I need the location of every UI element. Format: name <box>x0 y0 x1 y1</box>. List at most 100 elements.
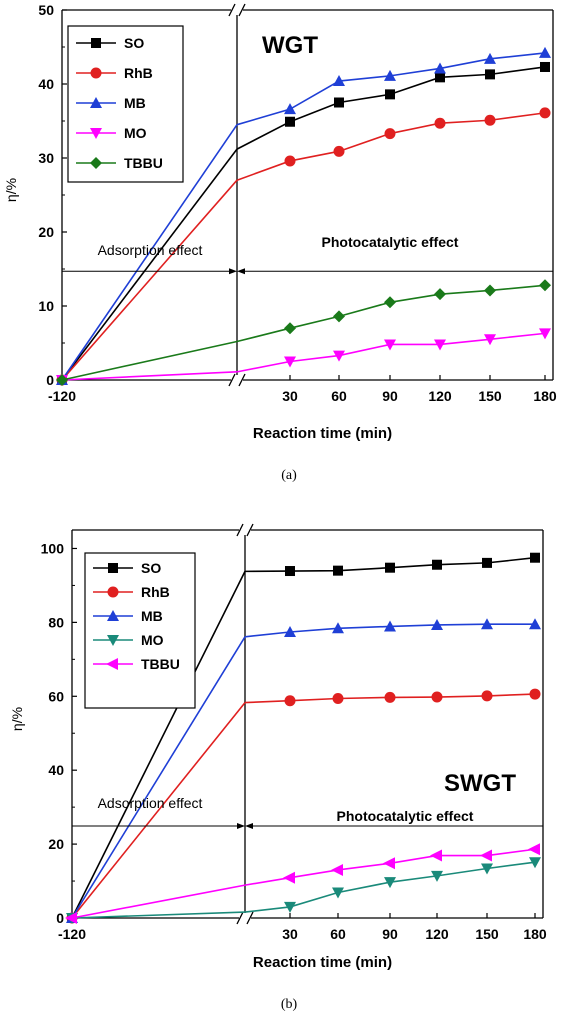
x-tick-label: 150 <box>475 926 499 942</box>
data-point <box>333 350 345 362</box>
panel-caption: (a) <box>281 468 297 483</box>
x-axis-label: Reaction time (min) <box>253 425 392 442</box>
series-line <box>236 332 546 373</box>
y-tick-label: 20 <box>48 836 64 852</box>
arrow-head <box>229 268 237 275</box>
data-point <box>384 128 396 140</box>
legend-swatch-marker <box>107 586 119 598</box>
series-mb <box>66 618 541 923</box>
legend-label: SO <box>124 35 144 51</box>
legend: SO RhB MB MO TBBU <box>67 25 184 183</box>
annotation-photocatalytic: Photocatalytic effect <box>337 808 474 824</box>
y-tick-label: 0 <box>46 372 54 388</box>
inset-title: SWGT <box>444 770 516 797</box>
data-point <box>529 618 541 630</box>
data-point <box>284 625 296 637</box>
data-point <box>332 622 344 634</box>
data-point <box>332 887 344 899</box>
data-point <box>383 857 395 870</box>
y-axis-label: η/% <box>9 707 25 731</box>
y-tick-label: 80 <box>48 614 64 630</box>
x-tick-label: 60 <box>330 926 346 942</box>
x-tick-label: 150 <box>478 388 502 404</box>
series-mo <box>56 328 551 386</box>
x-tick-label: 90 <box>382 926 398 942</box>
annotation-photocatalytic: Photocatalytic effect <box>322 234 459 250</box>
data-point <box>333 75 345 87</box>
arrow-head <box>245 822 253 829</box>
data-point <box>432 559 442 570</box>
data-point <box>285 566 295 577</box>
data-point <box>283 871 295 884</box>
axis-break-mark <box>228 3 236 17</box>
legend: SO RhB MB MO TBBU <box>84 552 196 709</box>
axis-break-mark <box>236 911 244 925</box>
data-point <box>482 557 492 568</box>
legend-swatch-marker <box>91 38 101 48</box>
series-adsorption-line <box>71 571 246 919</box>
y-tick-label: 20 <box>38 224 54 240</box>
data-point <box>385 562 395 573</box>
data-point <box>333 310 345 323</box>
data-point <box>481 863 493 875</box>
legend-swatch-marker <box>107 610 119 621</box>
legend-label: MO <box>124 125 147 141</box>
legend-box <box>67 25 184 183</box>
series-adsorption-line <box>61 371 238 381</box>
data-point <box>529 688 541 700</box>
data-point <box>384 69 396 81</box>
series-adsorption-line <box>71 702 246 919</box>
y-tick-label: 0 <box>56 910 64 926</box>
data-point <box>480 849 492 862</box>
legend-label: SO <box>141 560 161 576</box>
data-point <box>384 339 396 351</box>
x-tick-label: -120 <box>48 388 76 404</box>
annotation-adsorption: Adsorption effect <box>98 242 203 258</box>
legend-swatch-marker <box>107 635 119 646</box>
data-point <box>284 103 296 115</box>
axis-break-mark <box>228 373 236 387</box>
series-line <box>236 112 546 181</box>
legend-label: TBBU <box>141 656 180 672</box>
y-tick-label: 60 <box>48 688 64 704</box>
data-point <box>484 334 496 346</box>
chart-panel-b: 0 20 40 60 80 100 -120 30 60 90 120 150 180 Reaction … <box>9 523 547 1012</box>
data-point <box>431 618 443 630</box>
series-mb <box>56 46 551 385</box>
data-point-start <box>65 912 77 924</box>
legend-label: MB <box>124 95 146 111</box>
series-adsorption-line <box>61 340 238 381</box>
y-tick-label: 10 <box>38 298 54 314</box>
data-point <box>539 328 551 340</box>
legend-label: MO <box>141 632 164 648</box>
data-point <box>539 279 551 292</box>
data-point <box>285 116 295 127</box>
legend-box <box>84 552 196 709</box>
data-point <box>484 52 496 64</box>
data-point <box>385 89 395 100</box>
y-axis-label: η/% <box>3 178 19 202</box>
x-tick-label: 120 <box>425 926 449 942</box>
legend-label: TBBU <box>124 155 163 171</box>
data-point <box>539 107 551 119</box>
y-tick-label: 40 <box>38 76 54 92</box>
series-adsorption-line <box>71 911 246 919</box>
series-tbbu <box>56 279 551 386</box>
data-point <box>529 857 541 869</box>
data-point <box>434 288 446 301</box>
data-point <box>384 620 396 632</box>
y-tick-label: 100 <box>41 540 65 556</box>
data-point <box>384 691 396 703</box>
legend-swatch-marker <box>90 67 102 79</box>
x-tick-label: 180 <box>533 388 557 404</box>
data-point <box>484 284 496 297</box>
series-line <box>236 52 546 126</box>
chart-panel-a: 0 10 20 30 40 50 -120 30 60 90 120 150 180 Reaction t… <box>3 2 557 483</box>
data-point <box>484 114 496 126</box>
data-point <box>481 690 493 702</box>
legend-swatch-marker <box>90 128 102 139</box>
series-mo <box>66 857 541 924</box>
panel-caption: (b) <box>281 997 298 1012</box>
y-tick-label: 40 <box>48 762 64 778</box>
